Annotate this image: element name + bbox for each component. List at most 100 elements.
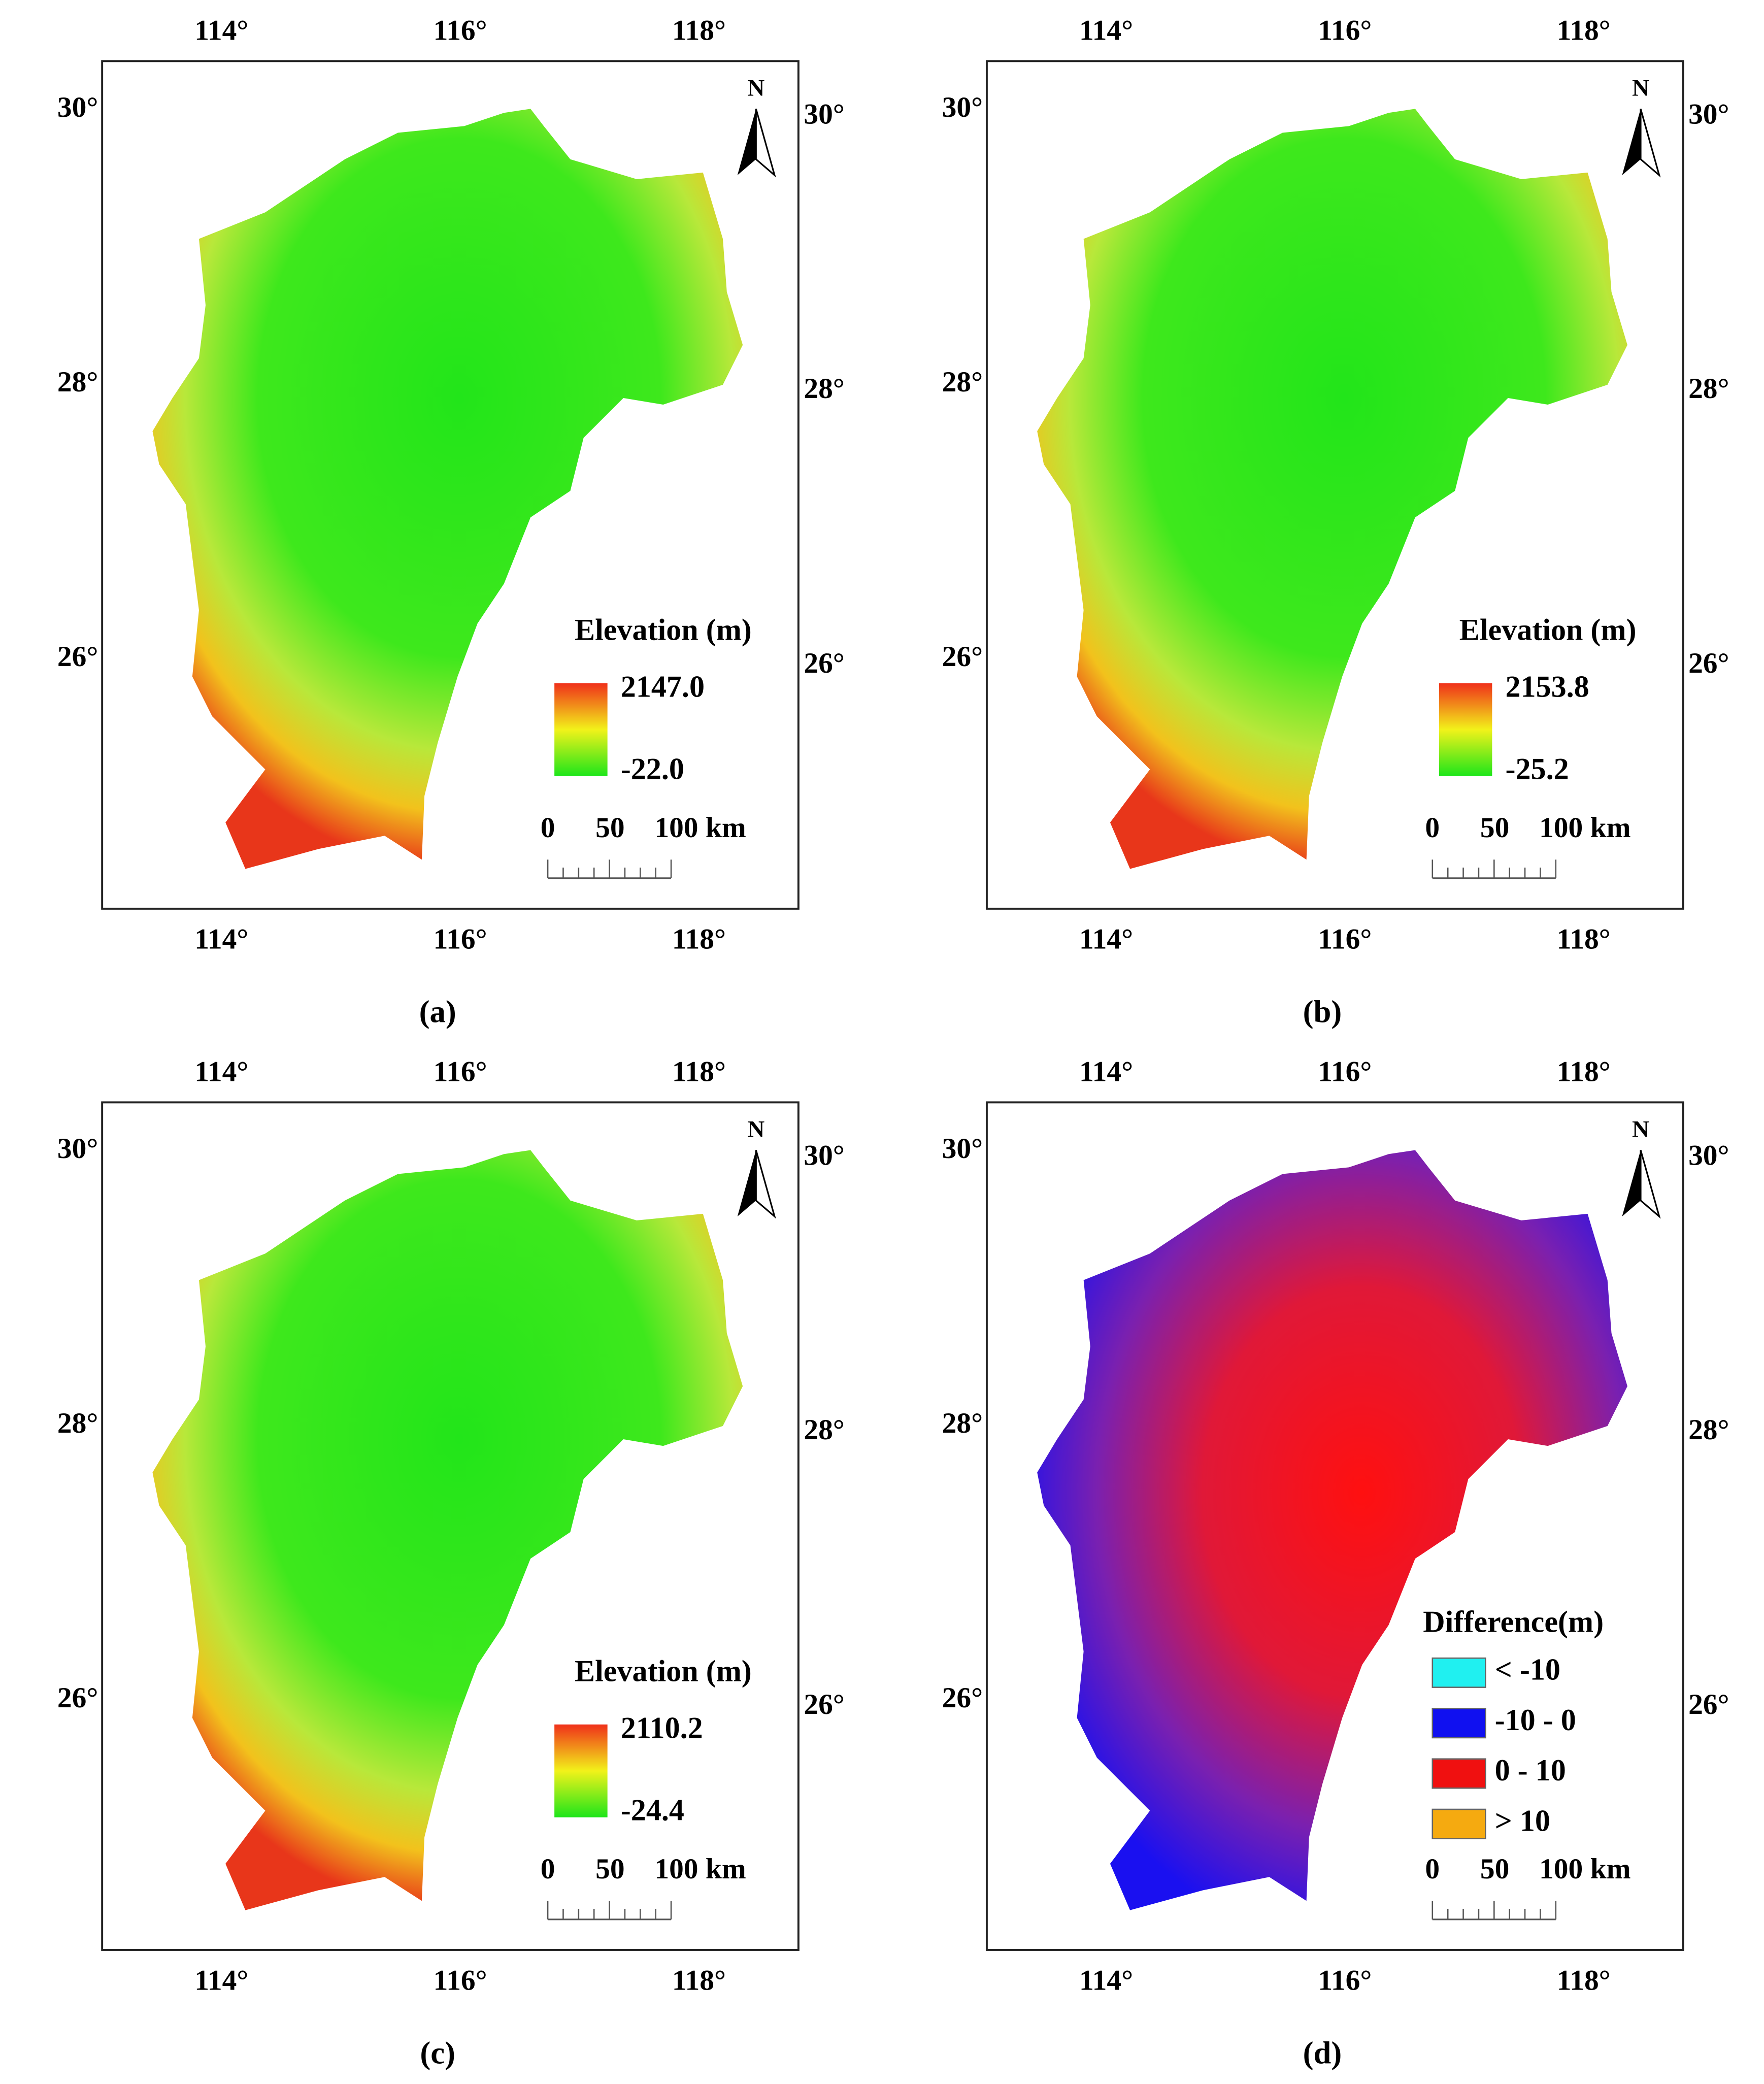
left-tick-label: 30°: [942, 91, 983, 123]
scale-label: 100 km: [1539, 1853, 1630, 1885]
legend-min: -22.0: [621, 752, 684, 786]
top-tick-label: 114°: [1079, 15, 1133, 47]
bottom-tick-label: 114°: [1079, 923, 1133, 955]
right-tick-label: 30°: [804, 98, 844, 130]
map-frame: [101, 1101, 800, 1951]
north-arrow-right: [755, 1150, 776, 1219]
top-tick-label: 118°: [672, 15, 726, 47]
right-tick-label: 28°: [1688, 1414, 1729, 1446]
legend-item: -10 - 0: [1495, 1703, 1576, 1737]
top-tick-label: 116°: [434, 15, 487, 47]
north-arrow-left: [737, 1150, 756, 1217]
legend-title: Elevation (m): [575, 612, 752, 646]
legend-min: -25.2: [1506, 752, 1569, 786]
left-tick-label: 28°: [942, 366, 983, 398]
right-tick-label: 26°: [1688, 647, 1729, 679]
legend-min: -24.4: [621, 1793, 684, 1827]
top-tick-label: 118°: [1557, 1056, 1611, 1088]
bottom-tick-label: 118°: [1557, 1964, 1611, 1996]
legend-title: Difference(m): [1423, 1605, 1604, 1639]
scale-label: 50: [595, 1853, 624, 1885]
bottom-tick-label: 118°: [1557, 923, 1611, 955]
right-tick-label: 30°: [1688, 98, 1729, 130]
legend-swatch: [1432, 1657, 1486, 1688]
right-tick-label: 30°: [804, 1139, 844, 1171]
scale-label: 0: [541, 1853, 555, 1885]
left-tick-label: 26°: [942, 641, 983, 673]
bottom-tick-label: 114°: [1079, 1964, 1133, 1996]
right-tick-label: 28°: [804, 1414, 844, 1446]
panel-label: (d): [1303, 2035, 1342, 2070]
scale-label: 0: [541, 812, 555, 844]
top-tick-label: 118°: [672, 1056, 726, 1088]
right-tick-label: 30°: [1688, 1139, 1729, 1171]
map-frame: [985, 1101, 1684, 1951]
left-tick-label: 26°: [942, 1682, 983, 1714]
region: [152, 1150, 743, 1910]
map-panel: 114° 116° 118° 114° 116° 118° 30° 28° 26° 30° 28° 2…: [942, 1056, 1729, 2071]
north-arrow-right: [755, 108, 776, 178]
legend-max: 2153.8: [1506, 670, 1589, 704]
left-tick-label: 26°: [57, 1682, 98, 1714]
scale-label: 50: [595, 812, 624, 844]
map-frame: [985, 60, 1684, 910]
bottom-tick-label: 114°: [194, 923, 248, 955]
north-label: N: [747, 1116, 764, 1143]
bottom-tick-label: 118°: [672, 1964, 726, 1996]
right-tick-label: 26°: [804, 1689, 844, 1721]
left-tick-label: 28°: [57, 1407, 98, 1439]
top-tick-label: 116°: [1318, 1056, 1372, 1088]
north-arrow-left: [1622, 1150, 1641, 1217]
north-label: N: [1632, 1116, 1649, 1143]
legend-item: 0 - 10: [1495, 1753, 1566, 1787]
north-arrow-right: [1640, 108, 1661, 178]
top-tick-label: 116°: [434, 1056, 487, 1088]
panel-label: (c): [420, 2035, 455, 2070]
legend-swatch: [1432, 1708, 1486, 1739]
panel-label: (a): [419, 994, 456, 1029]
top-tick-label: 114°: [194, 15, 248, 47]
map-panel: 114° 116° 118° 114° 116° 118° 30° 28° 26° 30° 28° 2…: [942, 15, 1729, 1030]
left-tick-label: 30°: [57, 1133, 98, 1165]
left-tick-label: 28°: [57, 366, 98, 398]
legend-max: 2147.0: [621, 670, 705, 704]
north-label: N: [1632, 75, 1649, 102]
legend-swatch: [1432, 1808, 1486, 1839]
north-arrow-left: [1622, 109, 1641, 176]
legend-title: Elevation (m): [575, 1653, 752, 1688]
region: [152, 109, 743, 869]
scale-label: 100 km: [654, 1853, 746, 1885]
scale-label: 50: [1480, 812, 1509, 844]
left-tick-label: 30°: [942, 1133, 983, 1165]
legend-item: > 10: [1495, 1804, 1550, 1838]
map-panel: 114° 116° 118° 114° 116° 118° 30° 28° 26° 30° 28° 2…: [57, 15, 845, 1030]
legend-swatch: [1432, 1758, 1486, 1789]
north-arrow-left: [737, 109, 756, 176]
bottom-tick-label: 114°: [194, 1964, 248, 1996]
scale-label: 0: [1425, 812, 1440, 844]
legend-title: Elevation (m): [1459, 612, 1637, 646]
top-tick-label: 114°: [1079, 1056, 1133, 1088]
legend-max: 2110.2: [621, 1711, 703, 1745]
right-tick-label: 26°: [804, 647, 844, 679]
legend-ramp: [1439, 683, 1492, 776]
scale-label: 100 km: [1539, 812, 1630, 844]
left-tick-label: 26°: [57, 641, 98, 673]
bottom-tick-label: 116°: [1318, 923, 1372, 955]
right-tick-label: 28°: [804, 373, 844, 405]
map-panel: 114° 116° 118° 114° 116° 118° 30° 28° 26° 30° 28° 2…: [57, 1056, 845, 2071]
bottom-tick-label: 118°: [672, 923, 726, 955]
bottom-tick-label: 116°: [434, 923, 487, 955]
bottom-tick-label: 116°: [434, 1964, 487, 1996]
panel-label: (b): [1303, 994, 1342, 1029]
scale-label: 100 km: [654, 812, 746, 844]
region: [1037, 1150, 1627, 1910]
legend-item: < -10: [1495, 1652, 1560, 1686]
legend-ramp: [554, 1724, 608, 1817]
north-arrow-right: [1640, 1150, 1661, 1219]
scale-label: 0: [1425, 1853, 1440, 1885]
left-tick-label: 28°: [942, 1407, 983, 1439]
top-tick-label: 118°: [1557, 15, 1611, 47]
